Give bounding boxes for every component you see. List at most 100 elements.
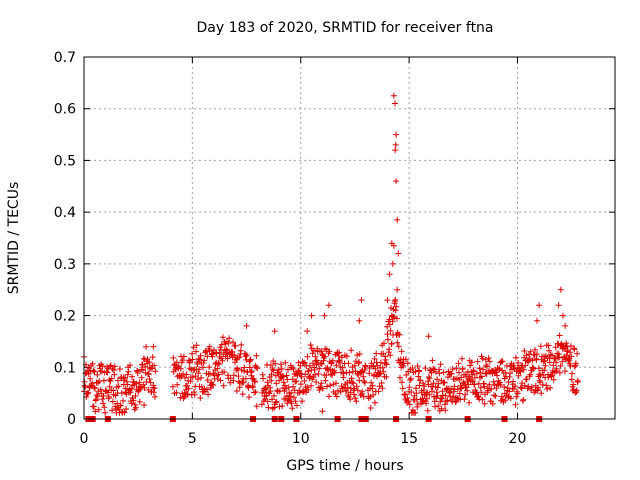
data-point bbox=[568, 376, 575, 383]
data-point bbox=[448, 370, 455, 377]
data-point bbox=[465, 381, 472, 388]
y-tick-label: 0.3 bbox=[54, 257, 76, 273]
data-point bbox=[193, 348, 199, 355]
data-point bbox=[537, 343, 544, 350]
data-point bbox=[224, 355, 231, 362]
data-point bbox=[386, 321, 393, 328]
data-point bbox=[555, 354, 561, 361]
data-point bbox=[498, 393, 505, 400]
data-point bbox=[512, 354, 519, 361]
data-point bbox=[129, 373, 135, 380]
data-point bbox=[111, 371, 118, 378]
data-point bbox=[330, 381, 337, 388]
data-point bbox=[214, 365, 221, 372]
data-point bbox=[556, 369, 563, 376]
data-point bbox=[198, 374, 204, 381]
data-point-outlier bbox=[392, 141, 399, 148]
data-point bbox=[209, 381, 215, 388]
data-point bbox=[269, 366, 276, 373]
data-point bbox=[570, 386, 577, 393]
data-point bbox=[371, 355, 378, 362]
data-point bbox=[195, 370, 202, 377]
data-point bbox=[332, 390, 339, 397]
data-point bbox=[106, 383, 113, 390]
data-point bbox=[547, 384, 554, 391]
x-tick-label: 5 bbox=[188, 431, 197, 447]
data-point bbox=[94, 371, 101, 378]
data-point bbox=[430, 380, 437, 387]
data-point bbox=[550, 376, 557, 383]
data-point bbox=[170, 354, 177, 361]
data-point bbox=[248, 368, 255, 375]
data-point bbox=[370, 392, 377, 398]
data-point-outlier bbox=[389, 260, 396, 267]
data-point bbox=[361, 378, 368, 385]
data-point bbox=[393, 315, 400, 322]
y-tick-label: 0.6 bbox=[54, 102, 76, 118]
data-point bbox=[336, 349, 343, 356]
data-point bbox=[272, 360, 279, 367]
data-point bbox=[117, 402, 124, 409]
data-point bbox=[268, 371, 275, 378]
data-point bbox=[125, 368, 132, 375]
data-point bbox=[441, 401, 448, 408]
data-point bbox=[283, 372, 290, 379]
data-point bbox=[92, 408, 99, 415]
data-point bbox=[317, 360, 324, 367]
data-point bbox=[91, 368, 98, 375]
data-point bbox=[354, 387, 361, 394]
data-point bbox=[124, 381, 131, 388]
data-point bbox=[298, 373, 305, 380]
data-point bbox=[215, 360, 222, 366]
data-point bbox=[260, 375, 267, 382]
data-point bbox=[130, 397, 137, 404]
data-point bbox=[468, 359, 475, 366]
data-point bbox=[571, 346, 578, 353]
data-point bbox=[567, 349, 574, 356]
data-point-outlier bbox=[356, 317, 363, 324]
data-point bbox=[127, 389, 134, 396]
plot-frame bbox=[83, 56, 616, 420]
y-tick-label: 0.2 bbox=[54, 309, 76, 325]
data-point bbox=[253, 352, 260, 359]
data-point bbox=[372, 399, 378, 406]
data-point bbox=[514, 390, 521, 397]
data-point bbox=[89, 380, 96, 387]
data-point bbox=[407, 377, 414, 383]
data-point bbox=[396, 331, 403, 338]
data-point bbox=[346, 369, 353, 376]
data-point bbox=[318, 380, 325, 387]
data-point bbox=[528, 386, 535, 393]
data-point bbox=[556, 332, 563, 339]
data-point bbox=[100, 400, 107, 407]
data-point bbox=[379, 385, 386, 392]
data-point-outlier bbox=[243, 322, 250, 329]
data-point bbox=[436, 370, 443, 377]
data-point bbox=[574, 350, 581, 357]
data-point bbox=[189, 350, 196, 357]
data-point bbox=[545, 342, 552, 349]
data-point bbox=[541, 357, 548, 364]
data-point bbox=[571, 363, 578, 370]
data-point bbox=[432, 368, 439, 375]
data-point bbox=[301, 377, 308, 384]
data-point-outlier bbox=[325, 302, 332, 309]
data-point bbox=[218, 341, 225, 348]
data-point bbox=[425, 374, 432, 380]
data-point bbox=[459, 355, 465, 362]
data-point bbox=[474, 358, 481, 365]
data-point bbox=[102, 409, 109, 416]
data-point-outlier bbox=[321, 312, 328, 319]
data-point bbox=[296, 389, 303, 396]
data-point bbox=[235, 373, 242, 380]
data-point bbox=[512, 401, 519, 408]
data-point bbox=[111, 363, 118, 370]
data-point bbox=[124, 371, 131, 378]
data-point bbox=[180, 353, 187, 360]
data-point-outlier bbox=[390, 92, 397, 99]
data-point bbox=[191, 389, 197, 395]
data-point bbox=[312, 371, 318, 378]
data-point bbox=[132, 401, 139, 408]
data-point bbox=[132, 404, 139, 411]
data-point bbox=[292, 398, 299, 405]
